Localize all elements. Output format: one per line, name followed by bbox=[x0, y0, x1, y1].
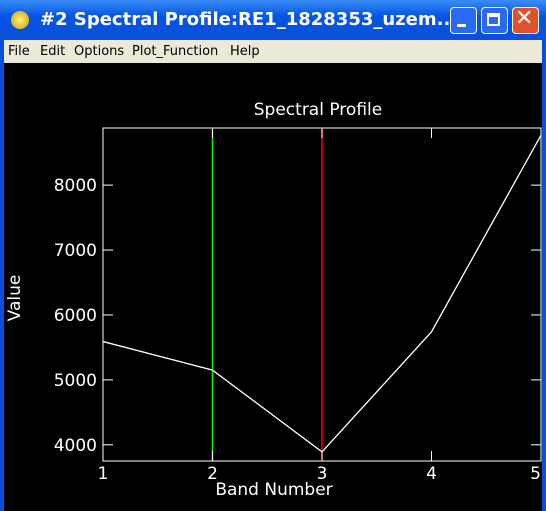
x-axis-label: Band Number bbox=[215, 480, 332, 500]
x-tick-label: 3 bbox=[317, 464, 328, 484]
x-tick-label: 2 bbox=[207, 464, 218, 484]
plot-background bbox=[4, 63, 542, 511]
y-tick-label: 4000 bbox=[54, 436, 97, 456]
y-tick-label: 5000 bbox=[54, 371, 97, 391]
chart: Spectral Profile Band Number Value 4000 5… bbox=[4, 63, 542, 511]
x-tick-label: 5 bbox=[530, 464, 541, 484]
y-axis-label: Value bbox=[5, 275, 25, 322]
y-tick-label: 8000 bbox=[54, 176, 97, 196]
window-title: #2 Spectral Profile:RE1_1828353_uzem... bbox=[40, 9, 458, 30]
app-icon bbox=[11, 11, 29, 29]
menu-item[interactable]: Help bbox=[230, 44, 260, 59]
y-tick-label: 7000 bbox=[54, 241, 97, 261]
chart-title: Spectral Profile bbox=[254, 100, 382, 120]
menu-item[interactable]: Options bbox=[74, 44, 125, 59]
x-tick-label: 1 bbox=[98, 464, 109, 484]
menu-bar: File Edit Options Plot_Function Help bbox=[4, 40, 542, 63]
menu-item[interactable]: File bbox=[8, 44, 30, 59]
minimize-button[interactable] bbox=[450, 7, 477, 34]
data-line bbox=[102, 134, 542, 453]
close-button[interactable]: ✕ bbox=[512, 6, 539, 34]
x-tick-label: 4 bbox=[426, 464, 437, 484]
maximize-button[interactable] bbox=[481, 7, 508, 34]
y-tick-label: 6000 bbox=[54, 306, 97, 326]
menu-item[interactable]: Plot_Function bbox=[132, 44, 219, 59]
title-bar: #2 Spectral Profile:RE1_1828353_uzem... … bbox=[0, 0, 546, 40]
menu-item[interactable]: Edit bbox=[40, 44, 66, 59]
